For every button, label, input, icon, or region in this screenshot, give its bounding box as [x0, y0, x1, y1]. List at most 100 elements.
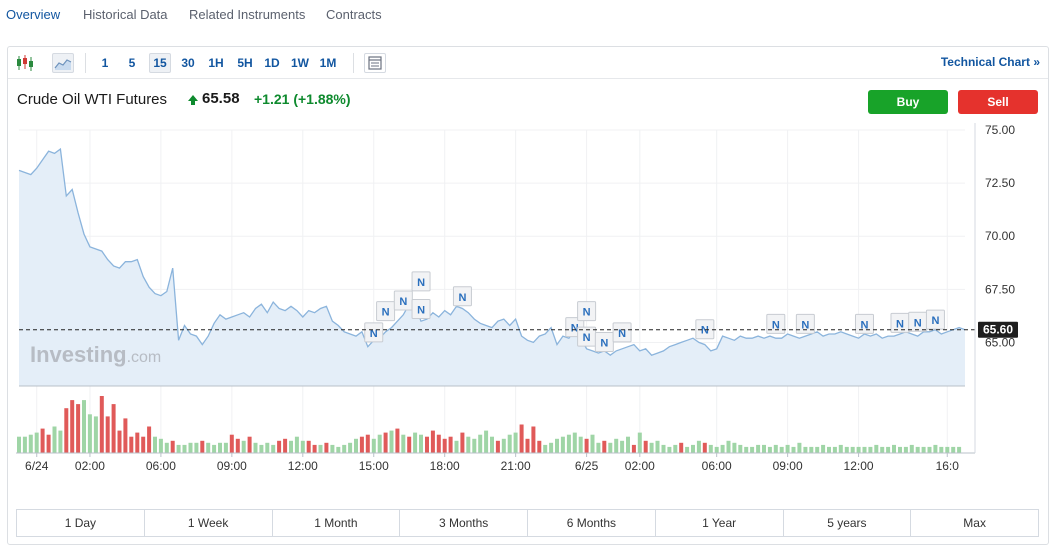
timeframe-1h[interactable]: 1H: [208, 56, 224, 70]
volume-bar: [300, 440, 305, 453]
volume-bar: [484, 430, 489, 453]
volume-bar: [111, 404, 116, 453]
volume-bar: [560, 436, 565, 453]
news-marker: [925, 309, 945, 330]
volume-bar: [466, 436, 471, 453]
volume-bar: [537, 440, 542, 453]
change-percent: (+1.88%): [293, 91, 351, 107]
period-1-week[interactable]: 1 Week: [145, 510, 273, 536]
buy-button[interactable]: Buy: [868, 90, 948, 114]
period-5-years[interactable]: 5 years: [784, 510, 912, 536]
news-marker: [612, 322, 632, 343]
x-tick-label: 15:00: [359, 459, 389, 473]
news-marker-label: N: [801, 319, 809, 331]
volume-bar: [383, 432, 388, 453]
volume-bar: [501, 438, 506, 454]
volume-bar: [643, 440, 648, 453]
timeframe-1[interactable]: 1: [101, 56, 109, 70]
volume-bar: [903, 446, 908, 453]
arrow-up-icon: [188, 95, 198, 105]
tab-overview[interactable]: Overview: [6, 7, 61, 22]
volume-bar: [141, 436, 146, 453]
price-change: +1.21 (+1.88%): [254, 91, 351, 107]
volume-bar: [696, 440, 701, 453]
timeframe-1m[interactable]: 1M: [319, 56, 337, 70]
volume-bar: [206, 442, 211, 453]
period-max[interactable]: Max: [963, 516, 986, 530]
volume-bar: [40, 428, 45, 453]
x-tick-label: 02:00: [75, 459, 105, 473]
period-1-day[interactable]: 1 Day: [17, 510, 145, 536]
volume-bar: [413, 432, 418, 453]
y-tick-label: 67.50: [985, 282, 1015, 296]
volume-bar: [614, 438, 619, 454]
volume-bar: [803, 446, 808, 453]
tab-contracts[interactable]: Contracts: [326, 7, 382, 22]
watermark-brand: Investing: [30, 342, 127, 367]
area-chart-icon[interactable]: [52, 53, 74, 73]
volume-bar: [312, 444, 317, 453]
volume-bar: [229, 434, 234, 453]
news-marker-label: N: [701, 325, 709, 337]
volume-bar: [58, 430, 63, 453]
period-6-months[interactable]: 6 Months: [528, 510, 656, 536]
watermark-suffix: .com: [127, 349, 162, 366]
volume-bar: [472, 438, 477, 454]
change-value: +1.21: [254, 91, 290, 107]
volume-bar: [371, 438, 376, 454]
x-tick-label: 18:00: [430, 459, 460, 473]
period-1-year[interactable]: 1 Year: [656, 510, 784, 536]
chart-card: 1 5 15 30 1H 5H 1D 1W 1M Technical Chart…: [7, 46, 1049, 545]
volume-bar: [283, 438, 288, 454]
volume-bar: [921, 446, 926, 453]
volume-bar: [425, 436, 429, 453]
volume-bar: [135, 432, 140, 453]
indicators-icon[interactable]: [364, 53, 386, 73]
timeframe-1w[interactable]: 1W: [291, 56, 309, 70]
news-marker-label: N: [417, 305, 425, 317]
volume-bar: [377, 434, 382, 453]
timeframe-5[interactable]: 5: [128, 56, 136, 70]
volume-bar: [336, 446, 341, 453]
candlestick-icon[interactable]: [14, 53, 36, 73]
x-tick-label: 02:00: [625, 459, 655, 473]
volume-bar: [626, 436, 630, 453]
volume-bar: [170, 440, 175, 453]
timeframe-30[interactable]: 30: [181, 56, 195, 70]
chart-toolbar: 1 5 15 30 1H 5H 1D 1W 1M Technical Chart…: [8, 47, 1048, 79]
volume-bar: [164, 442, 169, 453]
last-price: 65.58: [202, 90, 240, 107]
volume-bar: [590, 434, 595, 453]
volume-bar: [46, 434, 51, 453]
volume-bar: [631, 444, 636, 453]
volume-bar: [123, 418, 128, 453]
volume-bar: [330, 444, 335, 453]
volume-bar: [182, 444, 187, 453]
volume-bar: [513, 432, 518, 453]
period-1-month[interactable]: 1 Month: [273, 510, 401, 536]
volume-bar: [365, 434, 370, 453]
volume-bar: [188, 442, 193, 453]
volume-bar: [762, 444, 766, 453]
volume-bar: [235, 438, 240, 454]
volume-bar: [52, 426, 57, 453]
technical-chart-link[interactable]: Technical Chart »: [941, 55, 1040, 69]
volume-bar: [797, 442, 802, 453]
volume-bar: [389, 430, 394, 453]
volume-bar: [105, 416, 110, 453]
timeframe-5h[interactable]: 5H: [237, 56, 253, 70]
tab-related-instruments[interactable]: Related Instruments: [189, 7, 306, 22]
volume-bar: [277, 440, 282, 453]
tab-historical-data[interactable]: Historical Data: [83, 7, 168, 22]
x-tick-label: 06:00: [146, 459, 176, 473]
last-price-label: 65.60: [983, 323, 1013, 337]
timeframe-1d[interactable]: 1D: [264, 56, 280, 70]
sell-button[interactable]: Sell: [958, 90, 1038, 114]
news-marker-label: N: [618, 328, 626, 340]
period-3-months[interactable]: 3 Months: [400, 510, 528, 536]
volume-bar: [289, 440, 293, 453]
volume-bar: [744, 446, 749, 453]
news-marker-label: N: [458, 292, 466, 304]
timeframe-15[interactable]: 15: [149, 53, 171, 73]
